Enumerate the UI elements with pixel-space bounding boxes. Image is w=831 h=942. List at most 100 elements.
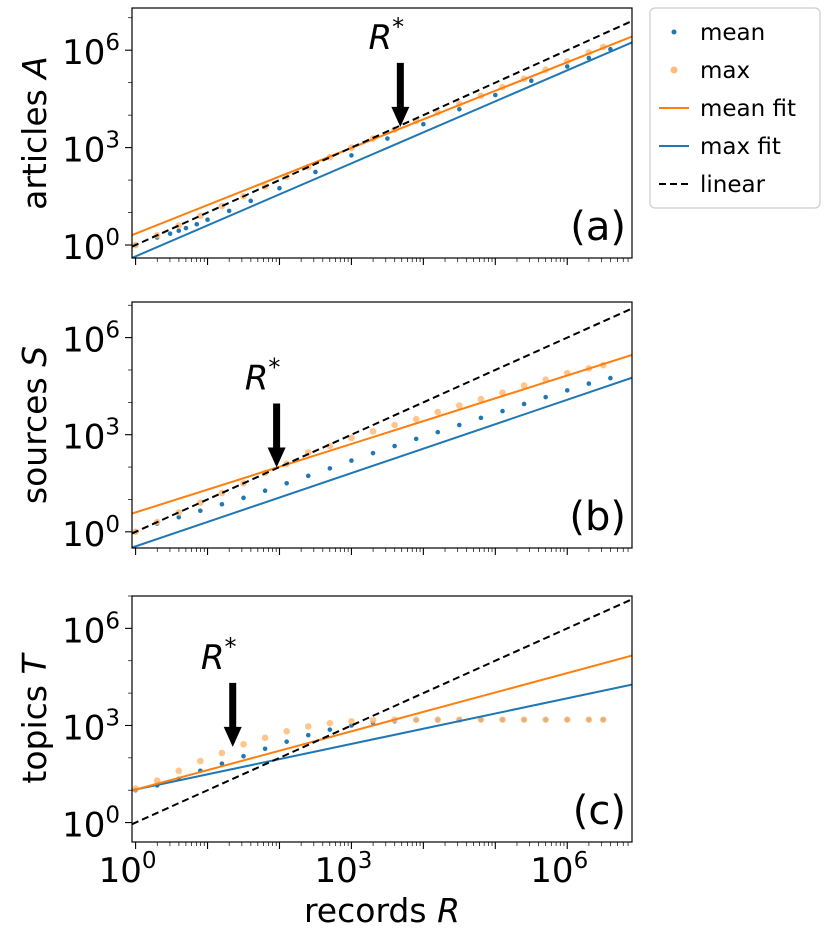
y-axis-variable: T [15,652,54,675]
max-point [563,716,571,723]
shared-x-axis: 100 103 106 records R [99,848,589,930]
y-axis-variable: S [15,346,54,367]
y-tick-exponent: 3 [105,705,120,731]
mean-point [167,231,173,236]
mean-point [183,225,189,231]
y-tick-label: 103 [62,415,120,458]
mean-point [608,375,613,381]
max-point [240,740,247,748]
y-axis-label: sources S [15,346,54,504]
legend-entry: linear [659,172,766,198]
legend-entry: max [670,58,750,84]
mean-point [194,221,200,227]
axes-frame [131,7,633,259]
annotation-label: R* [369,13,405,58]
panel-label: (b) [569,494,626,540]
x-tick-exponent: 0 [142,848,157,874]
plot-area-a [132,20,632,258]
mean-fit-line [132,353,632,515]
max-fit-line [132,41,632,258]
annotation-superscript: * [392,13,404,41]
x-tick-exponent: 3 [358,848,373,874]
mean-point [313,169,318,175]
max-point [477,395,485,403]
max-point [599,716,607,723]
legend-label: max [700,58,750,84]
max-point [412,716,420,723]
max-point [175,767,183,775]
mean-point [219,502,225,507]
max-point [499,389,506,396]
plot-area-b [132,307,632,548]
max-point [304,723,312,730]
mean-point [521,401,527,407]
annotation-label: R* [201,633,237,678]
mean-point [327,727,333,732]
max-point [369,428,377,435]
mean-point [277,185,282,191]
max-point [585,716,593,723]
y-tick-exponent: 0 [105,225,120,251]
y-tick-label: 100 [62,225,120,268]
mean-point [248,198,254,204]
max-point [520,716,528,723]
mean-point [241,753,246,759]
mean-point [586,381,592,386]
axes-frame [131,301,633,549]
plot-area-c [132,598,632,826]
y-axis-label: topics T [15,652,54,784]
mean-point [435,429,441,435]
mean-point [176,228,182,234]
x-tick-label: 106 [530,848,588,891]
mean-point [305,473,311,479]
annotation-superscript: * [268,353,280,381]
mean-point [457,106,462,112]
panel-label: (c) [573,788,626,834]
y-tick-label: 100 [62,512,120,555]
mean-point [528,78,534,84]
mean-point [349,153,354,158]
mean-point [421,121,426,127]
x-axis-variable: R [437,891,460,930]
max-point [197,757,204,765]
legend-label: max fit [700,134,781,160]
mean-point [241,495,246,501]
linear-line [132,20,632,248]
y-tick-exponent: 3 [105,415,120,441]
mean-point [349,458,354,463]
mean-point [392,443,397,449]
max-point [499,716,506,723]
max-fit-line [132,376,632,548]
y-tick-exponent: 0 [105,512,120,538]
y-tick-exponent: 3 [105,128,120,154]
mean-point [284,480,289,486]
mean-point [564,64,570,69]
max-fit-line [132,683,632,792]
y-axis-variable: A [15,56,54,81]
y-tick-exponent: 6 [105,318,120,344]
mean-point [478,415,484,421]
mean-fit-line [132,654,632,792]
mean-point [370,450,376,456]
legend-frame [649,7,821,209]
panel-label: (a) [570,204,626,250]
y-tick-label: 106 [62,608,120,651]
y-tick-label: 106 [62,318,120,361]
x-tick-label: 100 [99,848,157,891]
legend-entry: mean fit [659,96,796,122]
legend-label: mean fit [700,96,796,122]
y-tick-label: 103 [62,128,120,171]
mean-point [262,746,268,752]
mean-point [413,436,419,442]
legend-marker [671,29,677,35]
mean-point [385,136,390,141]
max-point [153,777,161,784]
max-point [434,408,442,416]
axes-frame [131,595,633,843]
max-point [326,719,334,727]
annotation-arrow-head [223,726,242,747]
legend-label: mean [700,20,765,46]
